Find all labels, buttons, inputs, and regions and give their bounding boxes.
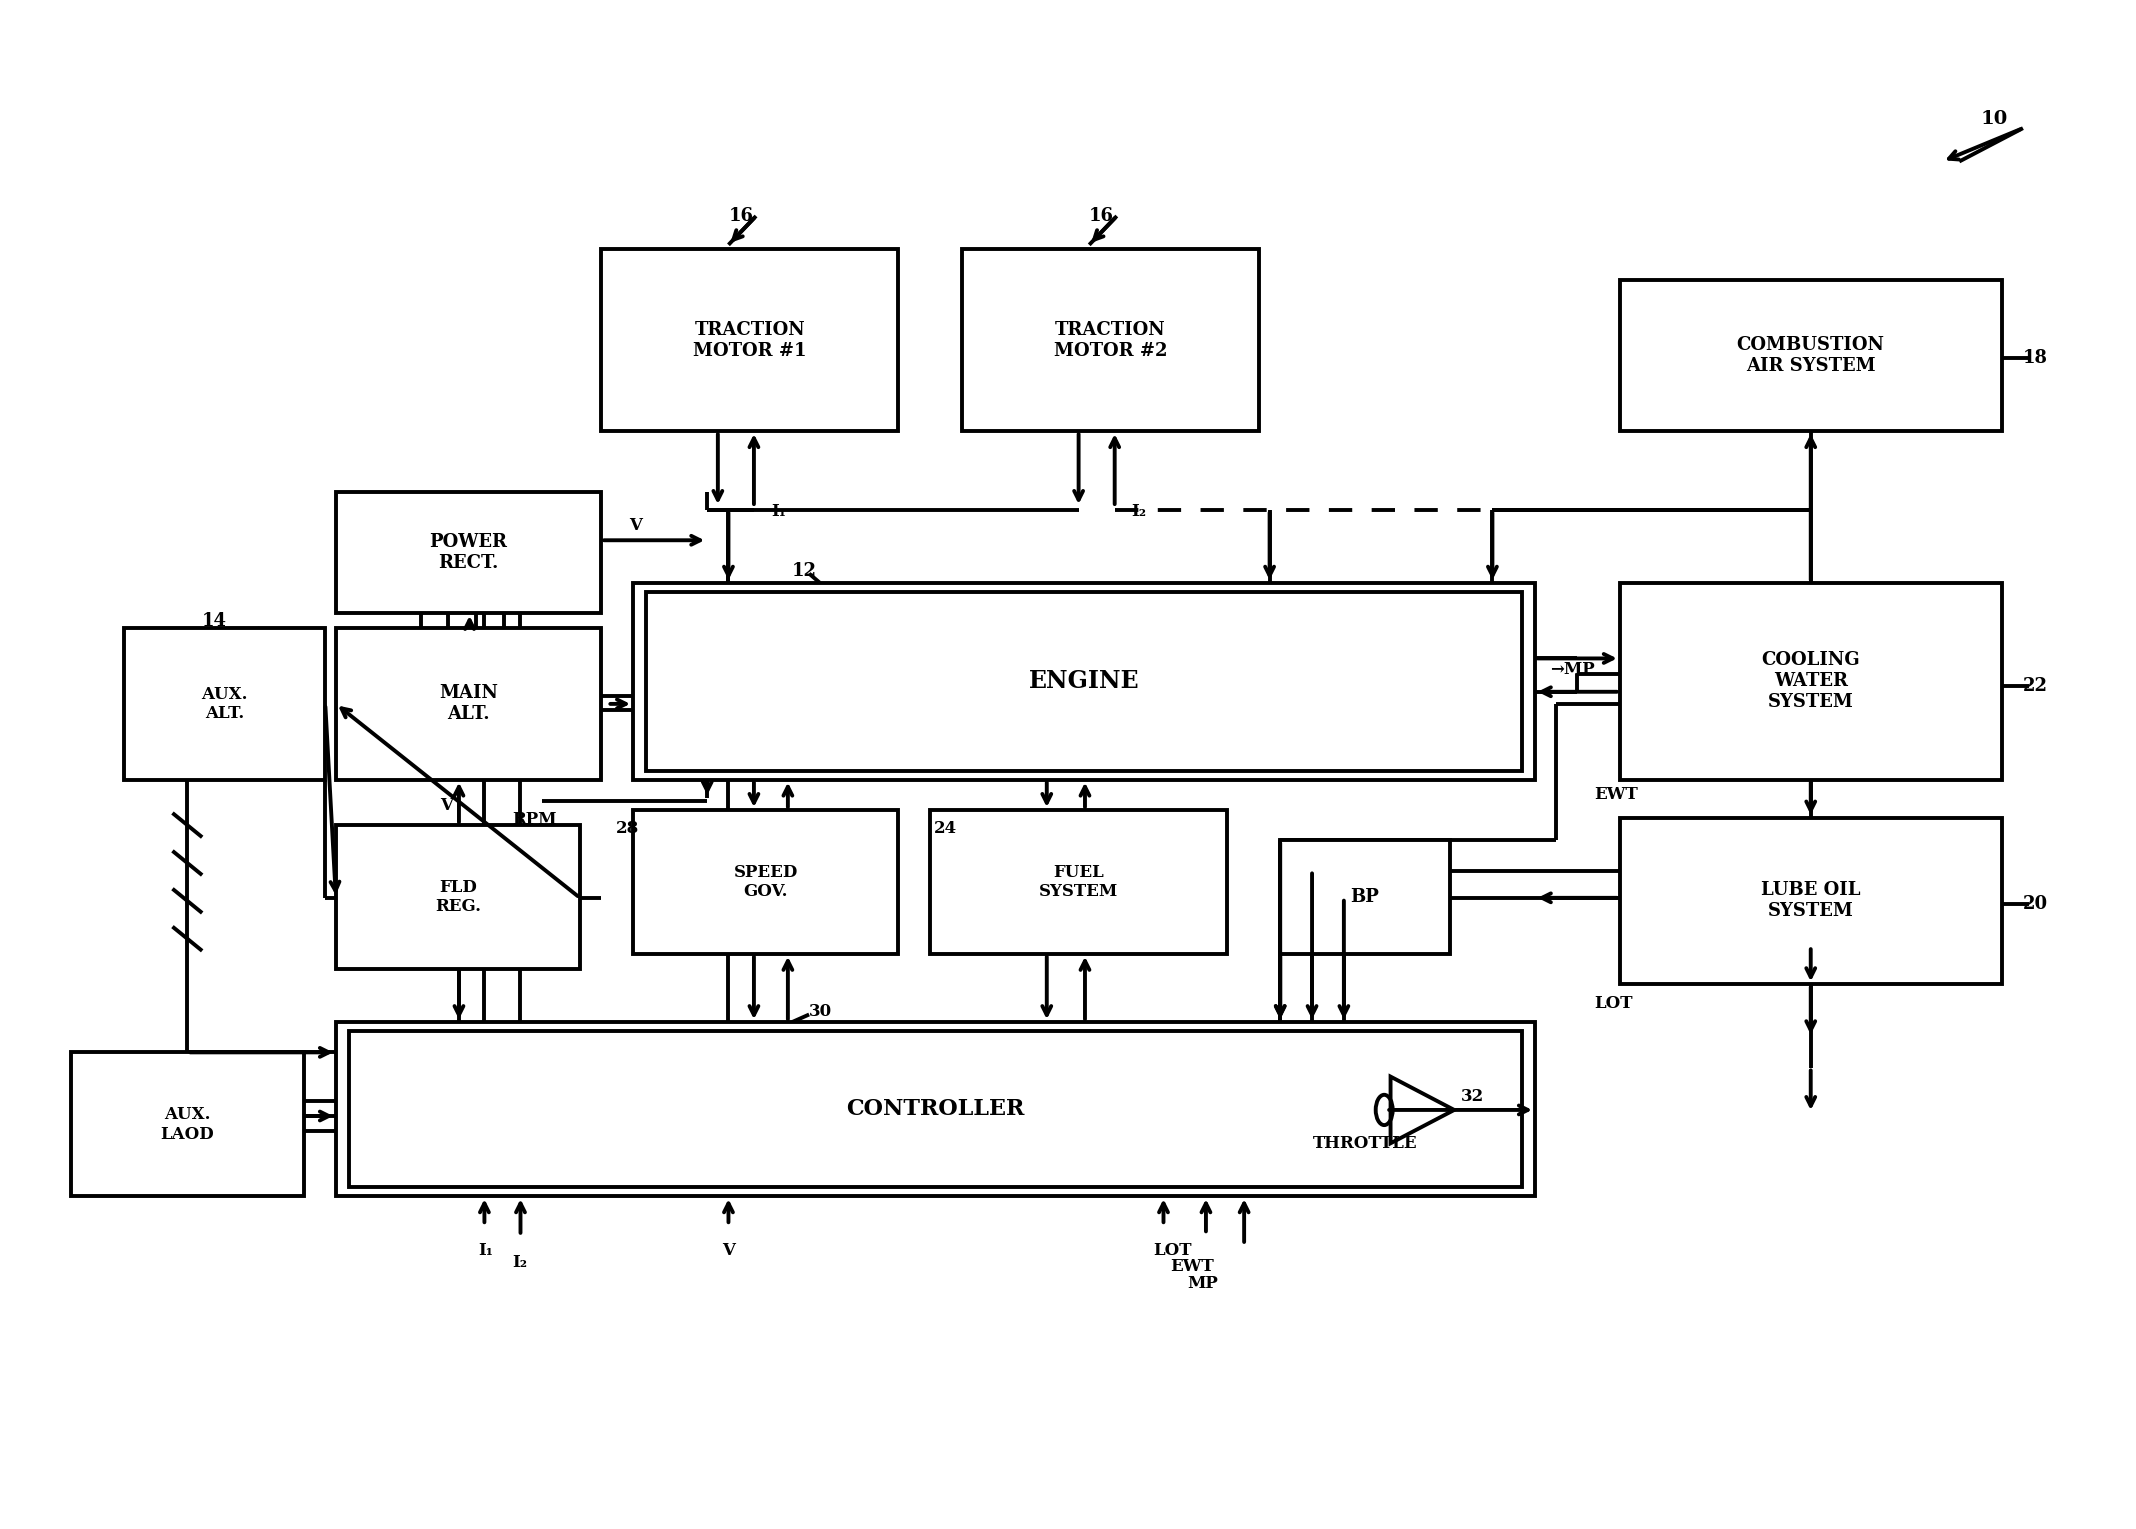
Text: V: V [440, 797, 453, 813]
Bar [124, 628, 325, 780]
Bar [348, 1031, 1523, 1187]
Text: EWT: EWT [1171, 1258, 1213, 1275]
Text: AUX.
LAOD: AUX. LAOD [160, 1105, 214, 1142]
Text: COOLING
WATER
SYSTEM: COOLING WATER SYSTEM [1762, 651, 1860, 711]
Text: 20: 20 [2023, 894, 2048, 913]
Text: 14: 14 [203, 612, 226, 630]
Text: 28: 28 [615, 820, 639, 836]
Text: 30: 30 [810, 1003, 833, 1020]
Text: I₂: I₂ [513, 1254, 528, 1271]
Text: ENGINE: ENGINE [1030, 670, 1138, 693]
Text: CONTROLLER: CONTROLLER [846, 1098, 1025, 1121]
Bar [645, 592, 1523, 771]
Text: EWT: EWT [1593, 786, 1638, 803]
Text: FLD
REG.: FLD REG. [436, 879, 481, 916]
Bar [632, 583, 1536, 780]
Bar [70, 1052, 303, 1196]
Text: THROTTLE: THROTTLE [1314, 1135, 1418, 1151]
Text: TRACTION
MOTOR #2: TRACTION MOTOR #2 [1053, 321, 1166, 359]
Text: COMBUSTION
AIR SYSTEM: COMBUSTION AIR SYSTEM [1737, 336, 1884, 375]
Bar [929, 810, 1228, 954]
Bar [632, 810, 899, 954]
Bar [335, 628, 600, 780]
Text: →MP: →MP [1551, 661, 1593, 677]
Text: 24: 24 [933, 820, 957, 836]
Text: I₂: I₂ [1132, 503, 1147, 520]
Text: 32: 32 [1461, 1087, 1485, 1105]
Bar [335, 1021, 1536, 1196]
Bar [335, 492, 600, 613]
Bar [1279, 841, 1450, 954]
Text: 22: 22 [2023, 677, 2048, 694]
Text: AUX.
ALT.: AUX. ALT. [201, 685, 248, 722]
Bar [1619, 280, 2001, 431]
Text: I₁: I₁ [478, 1242, 493, 1258]
Text: TRACTION
MOTOR #1: TRACTION MOTOR #1 [692, 321, 807, 359]
Text: POWER
RECT.: POWER RECT. [429, 534, 508, 572]
Text: LOT: LOT [1153, 1242, 1192, 1258]
Text: RPM: RPM [513, 810, 557, 827]
Bar [1619, 818, 2001, 985]
Text: 12: 12 [792, 561, 818, 579]
Text: 18: 18 [2023, 350, 2048, 367]
Text: FUEL
SYSTEM: FUEL SYSTEM [1038, 864, 1119, 901]
Bar [600, 249, 899, 431]
Text: 16: 16 [728, 206, 754, 225]
Text: V: V [628, 517, 641, 534]
Bar [1619, 583, 2001, 780]
Bar [335, 826, 579, 969]
Text: LUBE OIL
SYSTEM: LUBE OIL SYSTEM [1760, 881, 1860, 920]
Text: MP: MP [1188, 1275, 1218, 1292]
Text: 16: 16 [1089, 206, 1115, 225]
Text: BP: BP [1350, 888, 1380, 907]
Text: V: V [722, 1242, 735, 1258]
Text: I₁: I₁ [771, 503, 786, 520]
Text: LOT: LOT [1593, 995, 1632, 1012]
Text: 10: 10 [1980, 110, 2008, 128]
Bar [961, 249, 1258, 431]
Text: SPEED
GOV.: SPEED GOV. [733, 864, 797, 901]
Text: MAIN
ALT.: MAIN ALT. [440, 685, 498, 723]
